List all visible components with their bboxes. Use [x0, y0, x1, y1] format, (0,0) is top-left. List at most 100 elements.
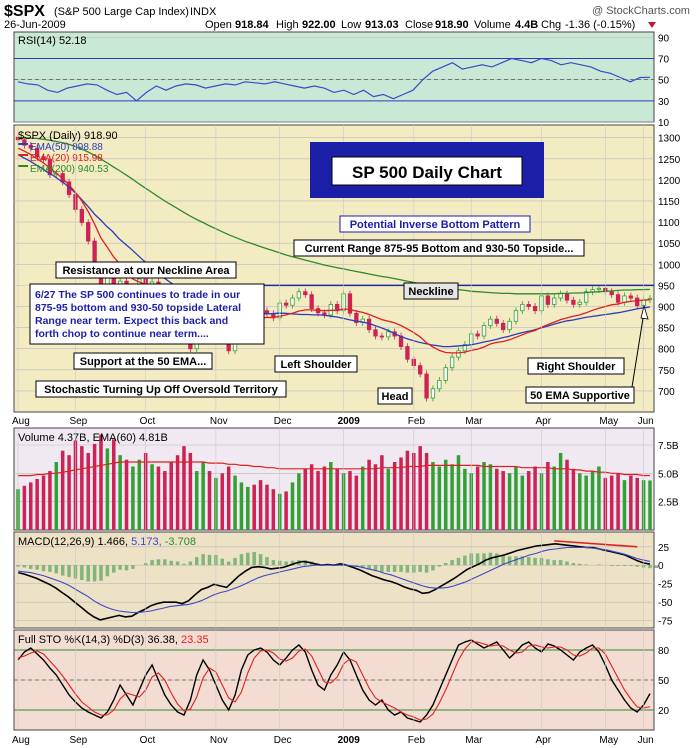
- head-annotation-text: Head: [382, 391, 409, 403]
- macd-histogram-bar: [60, 565, 65, 576]
- volume-bar: [443, 459, 448, 530]
- volume-bar: [99, 434, 103, 530]
- price-candle: [532, 306, 538, 312]
- macd-histogram-bar: [386, 565, 391, 572]
- price-candle: [379, 335, 385, 338]
- volume-tick-label: 2.5B: [658, 498, 679, 509]
- change-value: -1.36 (-0.15%): [565, 19, 635, 31]
- macd-histogram-bar: [150, 560, 154, 566]
- change-label: Chg: [541, 19, 561, 31]
- rsi-tick-label: 70: [658, 54, 670, 65]
- price-candle: [520, 303, 525, 312]
- month-tick-label: Sep: [69, 735, 87, 746]
- macd-histogram-bar: [584, 564, 588, 566]
- ema-line-0: [17, 153, 651, 348]
- price-tick-label: 1050: [658, 239, 681, 250]
- volume-bar: [220, 473, 225, 530]
- price-candle: [449, 356, 455, 369]
- sto-tick-label: 50: [658, 676, 670, 687]
- close-value: 918.90: [435, 19, 469, 31]
- rsi-title: RSI(14) 52.18: [18, 35, 86, 47]
- neckline-annotation-text: Neckline: [408, 286, 453, 298]
- volume-bar: [584, 475, 588, 530]
- legend-swatch: [18, 143, 28, 145]
- price-candle: [552, 297, 557, 305]
- sto-title-part: 23.35: [181, 634, 209, 646]
- volume-bar: [233, 475, 237, 530]
- volume-bar: [507, 473, 512, 530]
- price-tick-label: 1100: [658, 218, 680, 229]
- price-tick-label: 1250: [658, 155, 681, 166]
- volume-bar: [60, 450, 65, 530]
- macd-histogram-bar: [201, 554, 205, 566]
- macd-title: MACD(12,26,9) 1.466, 5.173, -3.708: [18, 536, 196, 548]
- macd-histogram-bar: [239, 554, 244, 566]
- volume-tick-label: 5.0B: [658, 469, 679, 480]
- macd-tick-label: -25: [658, 580, 673, 591]
- macd-tick-label: 0: [658, 561, 664, 572]
- volume-bar: [578, 473, 582, 530]
- month-tick-label: May: [599, 735, 618, 746]
- volume-bar: [258, 480, 263, 530]
- macd-histogram-bar: [367, 565, 371, 570]
- volume-bar: [648, 480, 652, 530]
- macd-histogram-bar: [616, 565, 620, 566]
- volume-bar: [501, 471, 505, 530]
- macd-histogram-bar: [514, 556, 518, 566]
- volume-bar: [124, 459, 129, 530]
- volume-bar: [297, 473, 301, 530]
- price-candle: [475, 333, 480, 337]
- price-candle: [303, 291, 308, 296]
- volume-bar: [239, 482, 244, 530]
- stochastic-panel: 20 50 80 Full STO %K(14,3) %D(3) 36.38, 23.…: [13, 629, 670, 731]
- macd-histogram-bar: [482, 553, 486, 566]
- macd-histogram-bar: [558, 560, 563, 566]
- volume-bar: [112, 439, 116, 530]
- price-candle: [488, 318, 493, 326]
- price-candle: [309, 294, 314, 309]
- volume-bar: [303, 468, 308, 530]
- macd-histogram-bar: [271, 560, 276, 566]
- price-candle: [86, 222, 91, 242]
- price-candle: [290, 297, 295, 306]
- month-tick-label: Aug: [12, 735, 30, 746]
- macd-histogram-bar: [175, 561, 180, 566]
- macd-histogram-bar: [163, 559, 167, 566]
- chart-date: 26-Jun-2009: [4, 19, 66, 31]
- macd-histogram-bar: [194, 557, 199, 566]
- right-shoulder-annotation-box: [527, 357, 625, 375]
- left-shoulder-annotation-box: [274, 355, 358, 373]
- volume-bar: [616, 473, 620, 530]
- down-arrow-icon: [648, 22, 656, 28]
- month-tick-label: Oct: [140, 416, 156, 427]
- macd-histogram-bar: [290, 560, 295, 566]
- macd-histogram-bar: [124, 565, 129, 571]
- macd-histogram-bar: [188, 561, 193, 566]
- volume-bar: [348, 471, 352, 530]
- right-shoulder-annotation-text: Right Shoulder: [537, 361, 617, 373]
- price-tick-label: 850: [658, 324, 675, 335]
- high-label: High: [276, 19, 299, 31]
- price-candle: [564, 293, 570, 301]
- price-candle: [430, 388, 436, 399]
- neckline-annotation-box: [403, 282, 459, 300]
- macd-histogram-bar: [648, 565, 652, 569]
- price-title: $SPX (Daily) 918.90: [18, 130, 118, 142]
- macd-title-part: MACD(12,26,9) 1.466,: [18, 536, 131, 548]
- price-candle: [28, 144, 33, 149]
- macd-title-part: 5.173,: [131, 536, 165, 548]
- price-candle: [283, 302, 289, 306]
- month-tick-label: 2009: [338, 416, 361, 427]
- volume-bar: [150, 464, 154, 530]
- volume-bar: [207, 471, 212, 530]
- volume-bar: [597, 466, 601, 530]
- sto-d-line: [17, 641, 651, 721]
- macd-tick-label: -75: [658, 617, 673, 628]
- macd-histogram-bar: [118, 565, 122, 570]
- macd-histogram-bar: [546, 559, 550, 566]
- price-tick-label: 1300: [658, 134, 681, 145]
- volume-bar: [246, 486, 250, 530]
- volume-bar: [380, 455, 384, 530]
- macd-histogram-bar: [105, 565, 110, 577]
- month-tick-label: Mar: [465, 735, 483, 746]
